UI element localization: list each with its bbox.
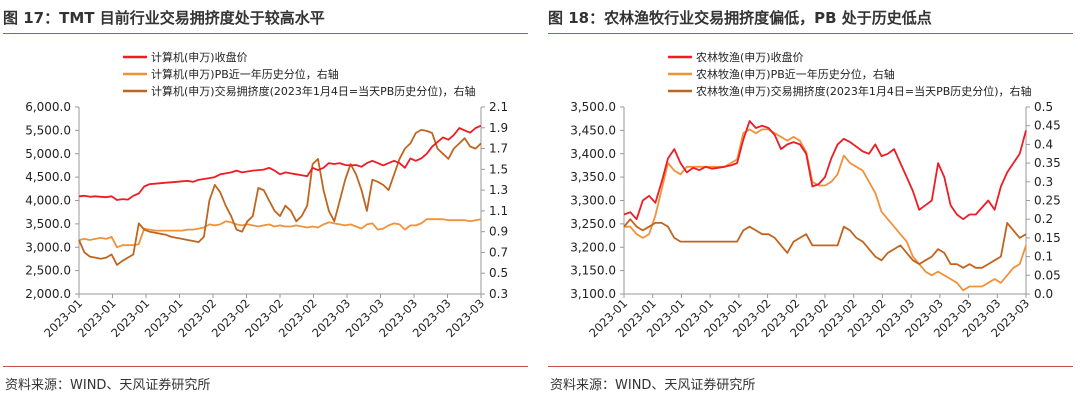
chart-title: 图 17：TMT 目前行业交易拥挤度处于较高水平: [3, 9, 325, 27]
chart-tmt: 2,000.0 2,500.0 3,000.0 3,500.0 4,000.0 4,500…: [25, 50, 508, 340]
source-rule: [548, 366, 1073, 367]
legend-label: 农林牧渔(申万)PB近一年历史分位，右轴: [696, 67, 895, 81]
title-rule: [548, 33, 1073, 34]
y-tick-label-right: 0.15: [1034, 231, 1061, 245]
y-tick-label-left: 6,000.0: [25, 100, 71, 114]
series-line-2: [624, 128, 1027, 292]
y-tick-label-left: 2,500.0: [25, 264, 71, 278]
y-tick-label-right: 0.25: [1034, 194, 1061, 208]
legend-label: 计算机(申万)交易拥挤度(2023年1月4日=当天PB历史分位)，右轴: [151, 84, 476, 98]
source-rule: [3, 366, 528, 367]
y-tick-label-right: 1.1: [489, 204, 508, 218]
y-tick-label-right: 0.5: [1034, 100, 1053, 114]
y-tick-label-left: 3,400.0: [570, 147, 616, 161]
series-line-2: [78, 218, 482, 249]
chart-panel-tmt: 图 17：TMT 目前行业交易拥挤度处于较高水平 2,000.0 2,500.0 3…: [3, 0, 528, 404]
y-tick-label-left: 3,200.0: [570, 240, 616, 254]
y-tick-label-right: 0.7: [489, 245, 508, 259]
y-tick-label-right: 1.5: [489, 162, 508, 176]
series-line-1: [78, 124, 482, 201]
y-tick-label-right: 0.1: [1034, 250, 1053, 264]
title-rule: [3, 33, 528, 34]
y-tick-label-left: 3,000.0: [25, 240, 71, 254]
y-tick-label-left: 3,500.0: [570, 100, 616, 114]
series-line-3: [623, 218, 1027, 269]
y-tick-label-left: 4,000.0: [25, 194, 71, 208]
series-line-1: [623, 120, 1027, 221]
y-tick-label-right: 0.3: [1034, 175, 1053, 189]
y-tick-label-right: 1.7: [489, 142, 508, 156]
legend-label: 农林牧渔(申万)收盘价: [696, 50, 804, 64]
legend-label: 计算机(申万)收盘价: [151, 50, 248, 64]
y-tick-label-left: 4,500.0: [25, 170, 71, 184]
y-tick-label-left: 3,350.0: [570, 170, 616, 184]
y-tick-label-right: 0.2: [1034, 212, 1053, 226]
chart-panel-agri: 图 18：农林渔牧行业交易拥挤度偏低，PB 处于历史低点 3,100.0 3,15…: [548, 0, 1073, 404]
y-tick-label-left: 3,150.0: [570, 264, 616, 278]
chart-agri: 3,100.0 3,150.0 3,200.0 3,250.0 3,300.0 3,350…: [570, 50, 1061, 340]
y-tick-label-right: 0.4: [1034, 137, 1053, 151]
y-tick-label-right: 0.0: [1034, 287, 1053, 301]
legend-label: 农林牧渔(申万)交易拥挤度(2023年1月4日=当天PB历史分位)，右轴: [696, 84, 1032, 98]
series-line-3: [78, 129, 482, 266]
y-tick-label-right: 0.9: [489, 225, 508, 239]
y-tick-label-right: 0.45: [1034, 119, 1061, 133]
y-tick-label-right: 0.3: [489, 287, 508, 301]
y-tick-label-left: 3,450.0: [570, 123, 616, 137]
y-tick-label-left: 3,100.0: [570, 287, 616, 301]
y-tick-label-left: 3,250.0: [570, 217, 616, 231]
y-tick-label-right: 1.3: [489, 183, 508, 197]
y-tick-label-left: 5,000.0: [25, 147, 71, 161]
y-tick-label-right: 1.9: [489, 121, 508, 135]
source-note: 资料来源：WIND、天风证券研究所: [550, 378, 756, 393]
source-note: 资料来源：WIND、天风证券研究所: [5, 378, 211, 393]
legend-label: 计算机(申万)PB近一年历史分位，右轴: [151, 67, 339, 81]
y-tick-label-left: 5,500.0: [25, 123, 71, 137]
y-tick-label-right: 0.35: [1034, 156, 1061, 170]
y-tick-label-right: 2.1: [489, 100, 508, 114]
y-tick-label-left: 3,300.0: [570, 194, 616, 208]
chart-title: 图 18：农林渔牧行业交易拥挤度偏低，PB 处于历史低点: [548, 9, 932, 27]
y-tick-label-left: 3,500.0: [25, 217, 71, 231]
y-tick-label-left: 2,000.0: [25, 287, 71, 301]
y-tick-label-right: 0.5: [489, 266, 508, 280]
y-tick-label-right: 0.05: [1034, 268, 1061, 282]
